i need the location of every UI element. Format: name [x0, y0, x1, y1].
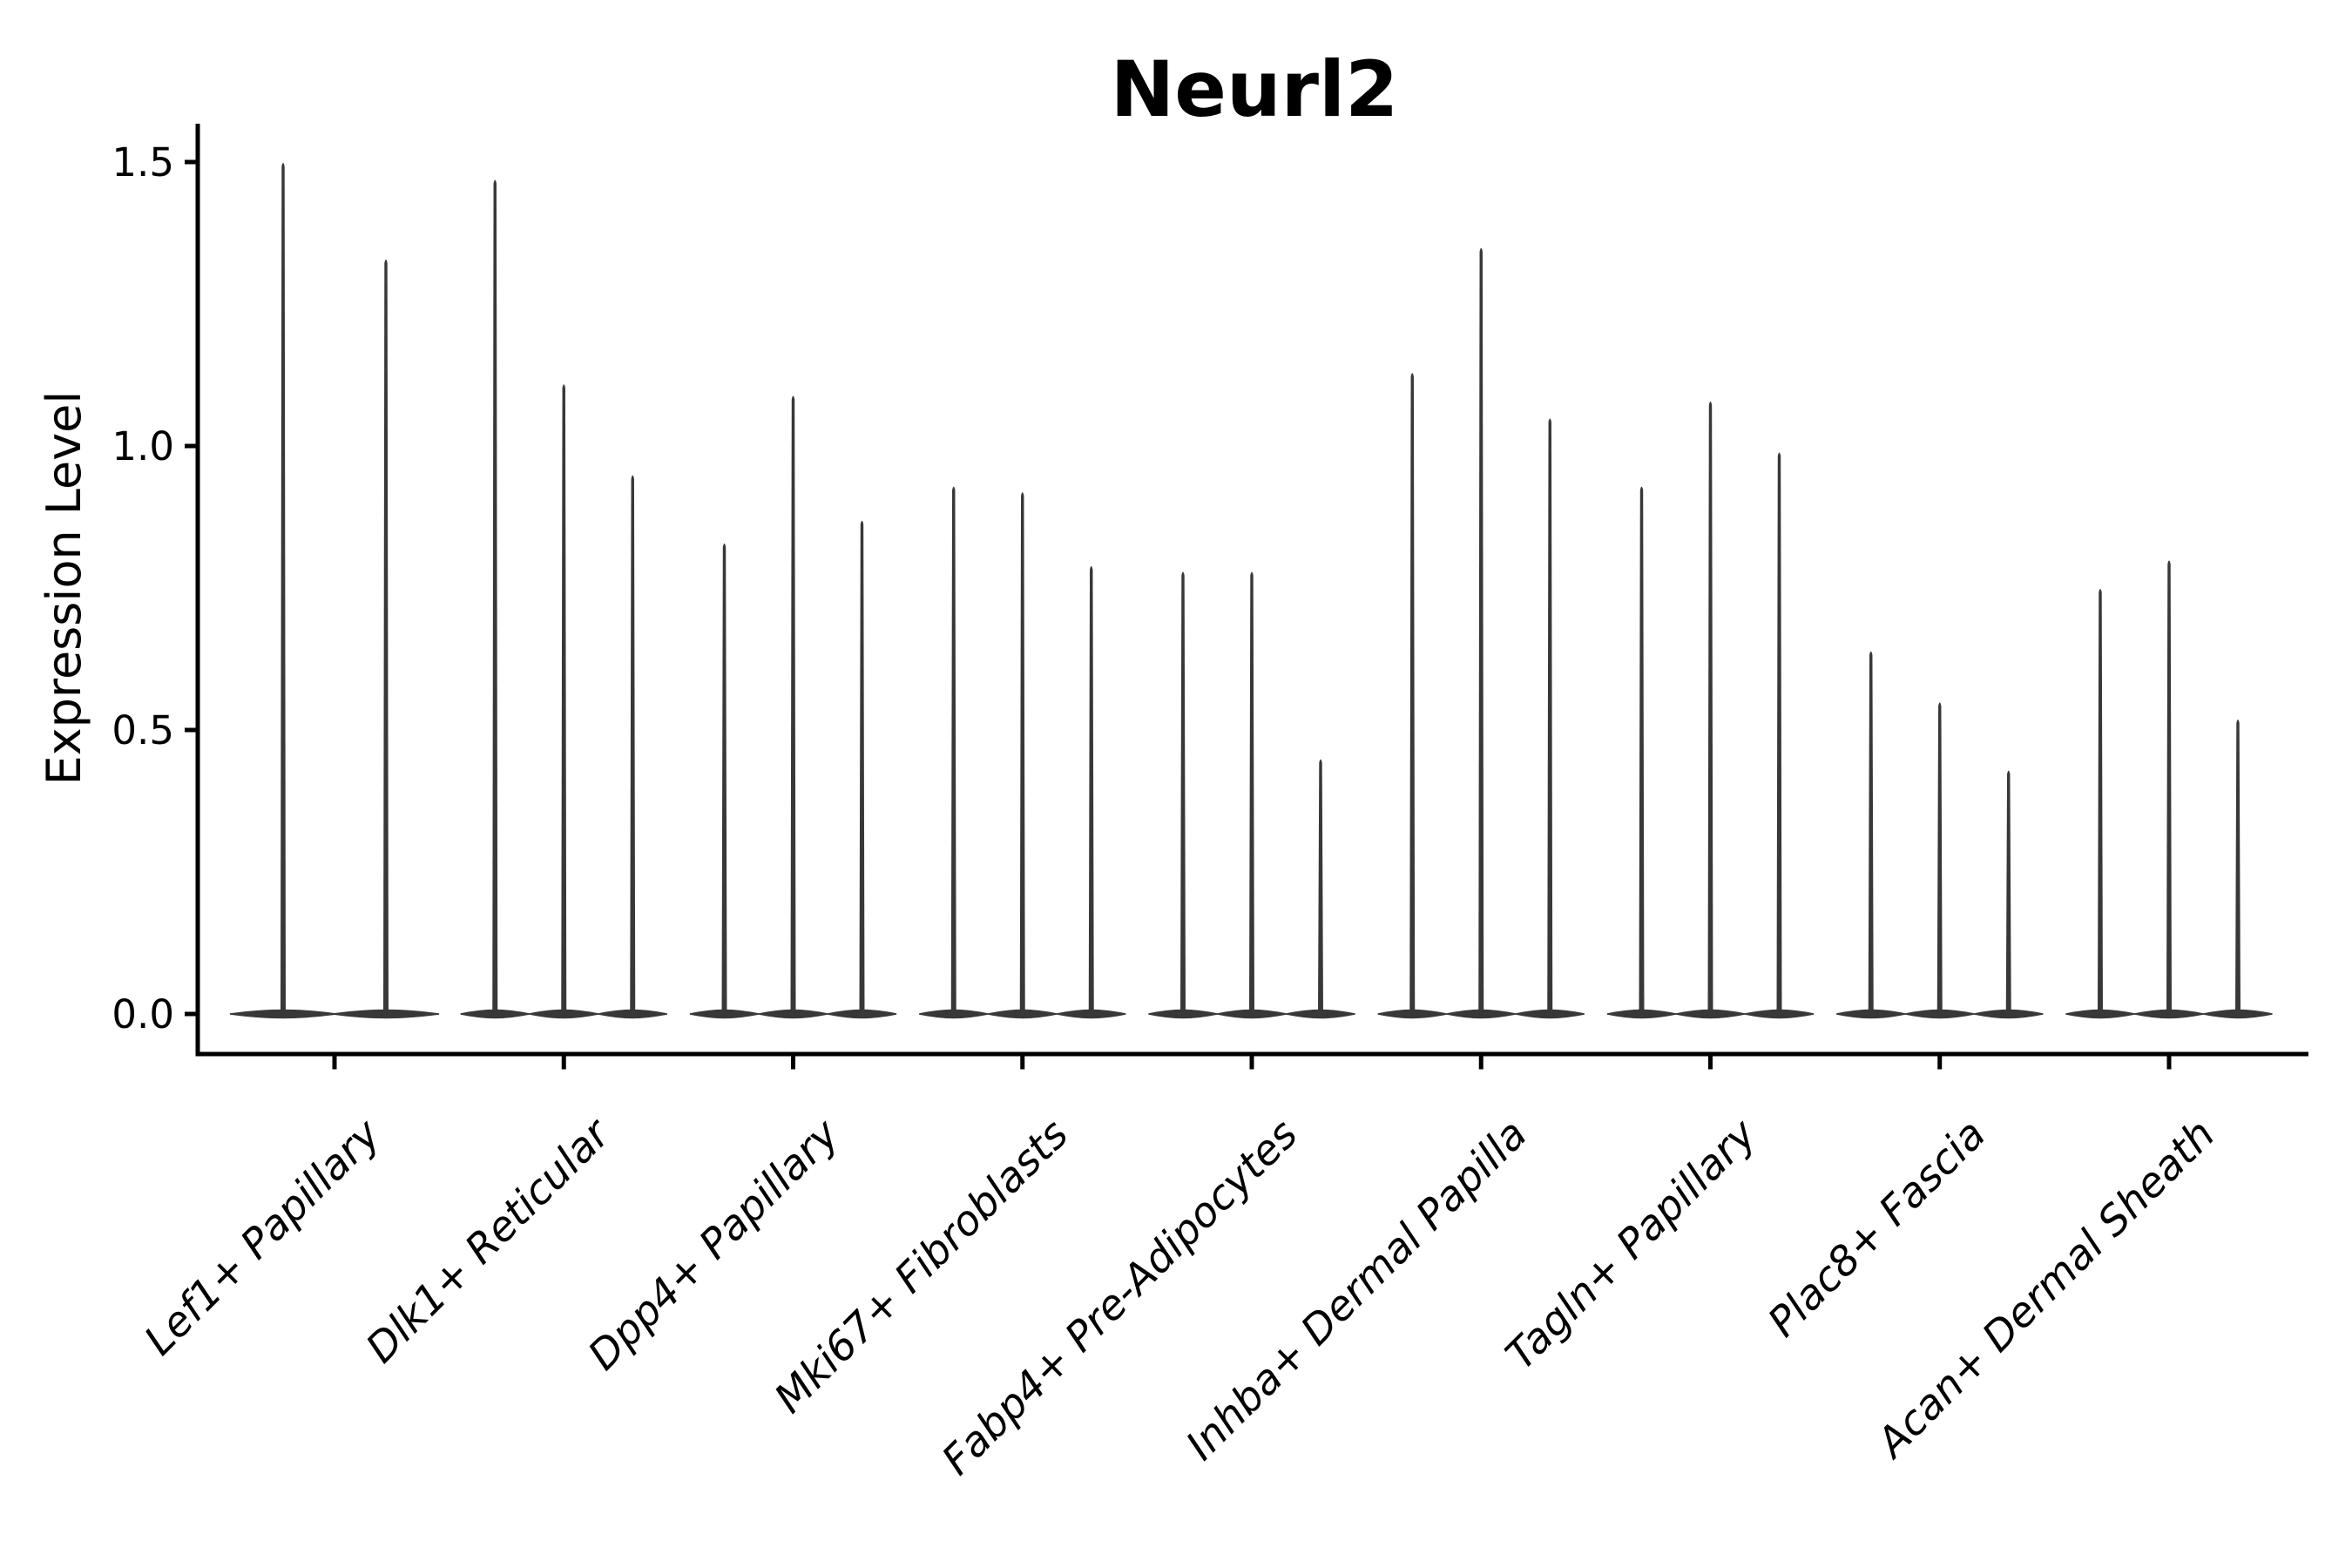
violin	[988, 492, 1058, 1019]
violin-spike	[2235, 719, 2240, 1014]
x-tick-mark	[561, 1056, 566, 1070]
violin	[1744, 452, 1815, 1019]
violin	[1905, 702, 1975, 1019]
axes-layer	[185, 124, 2308, 1070]
violin-spike	[790, 395, 796, 1014]
y-axis-spine	[195, 124, 200, 1057]
violin-spike	[1639, 486, 1645, 1014]
violin	[827, 520, 897, 1019]
x-axis-spine	[195, 1051, 2308, 1057]
violin	[598, 475, 667, 1019]
x-tick-label: Plac8+ Fascia	[1759, 1111, 1995, 1347]
violin-spike	[2098, 589, 2103, 1014]
chart-title: Neurl2	[1111, 44, 1399, 134]
violin-spike	[280, 163, 286, 1014]
x-tick-mark	[1249, 1056, 1254, 1070]
violin-spike	[1776, 452, 1782, 1014]
y-tick-label: 0.0	[112, 991, 174, 1037]
y-tick-label: 1.5	[112, 139, 174, 186]
violin-spike	[2005, 770, 2011, 1014]
violin	[229, 163, 337, 1019]
violin	[2203, 719, 2273, 1019]
violin-spike	[1019, 492, 1025, 1014]
violin	[332, 259, 440, 1019]
violin-layer	[229, 163, 2273, 1019]
violin-spike	[1409, 373, 1416, 1014]
violin	[2065, 589, 2135, 1019]
violin	[1675, 401, 1746, 1019]
y-axis-label: Expression Level	[37, 391, 91, 786]
y-tick-label: 1.0	[112, 423, 174, 470]
x-tick-mark	[2166, 1056, 2172, 1070]
violin-spike	[1180, 571, 1186, 1014]
violin-spike	[1478, 247, 1484, 1014]
x-tick-mark	[1478, 1056, 1484, 1070]
y-tick-label: 0.5	[112, 707, 174, 754]
x-tick-mark	[1937, 1056, 1943, 1070]
violin-spike	[1088, 565, 1094, 1014]
x-tick-label: Tagln+ Papillary	[1497, 1110, 1767, 1380]
x-tick-mark	[1708, 1056, 1713, 1070]
violin	[529, 384, 598, 1019]
violin	[1974, 770, 2044, 1019]
x-tick-label: Lef1+ Papillary	[135, 1110, 390, 1365]
violin	[1377, 373, 1447, 1019]
violin	[1286, 759, 1355, 1019]
violin	[758, 395, 828, 1019]
violin-spike	[1318, 759, 1323, 1014]
violin-spike	[1936, 702, 1943, 1014]
violin	[1057, 565, 1126, 1019]
violin	[1515, 418, 1585, 1019]
violin-spike	[492, 179, 498, 1014]
violin	[460, 179, 530, 1019]
violin-spike	[1249, 571, 1254, 1014]
y-tick-mark	[185, 727, 198, 733]
violin	[2134, 560, 2204, 1019]
violin-spike	[383, 259, 389, 1015]
x-tick-mark	[332, 1056, 337, 1070]
violin-spike	[721, 543, 727, 1014]
violin-spike	[1707, 401, 1713, 1015]
y-tick-mark	[185, 1011, 198, 1017]
violin-spike	[859, 520, 865, 1014]
violin	[1836, 651, 1906, 1019]
y-tick-mark	[185, 443, 198, 449]
violin	[1606, 486, 1677, 1019]
violin	[1446, 247, 1516, 1019]
x-tick-mark	[1020, 1056, 1025, 1070]
violin	[919, 486, 989, 1019]
violin-spike	[561, 384, 567, 1014]
x-tick-mark	[791, 1056, 795, 1070]
x-tick-label: Dlk1+ Reticular	[357, 1109, 621, 1373]
violin	[1217, 571, 1287, 1019]
violin-spike	[1868, 651, 1874, 1014]
y-tick-mark	[185, 159, 198, 165]
violin-spike	[630, 475, 636, 1014]
x-tick-label: Dpp4+ Papillary	[579, 1110, 849, 1380]
violin-spike	[2166, 560, 2172, 1014]
violin-spike	[1547, 418, 1553, 1014]
violin	[689, 543, 760, 1019]
violin	[1148, 571, 1218, 1019]
violin-spike	[950, 486, 956, 1014]
